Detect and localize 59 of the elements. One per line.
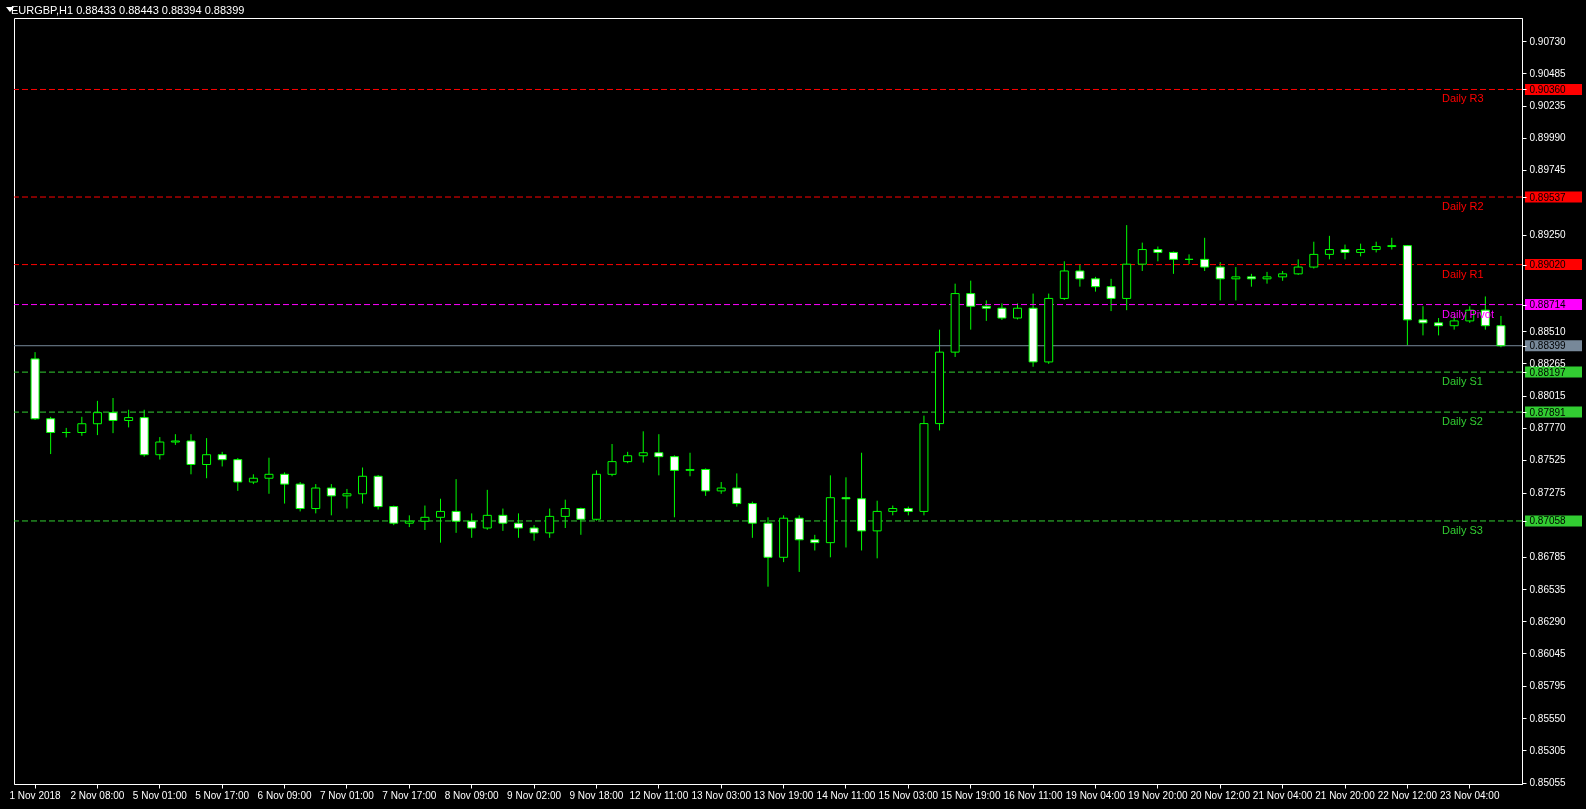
y-tick-label: 0.89250	[1529, 229, 1567, 241]
x-tick-label: 12 Nov 11:00	[629, 789, 689, 801]
x-tick-label: 15 Nov 03:00	[878, 789, 939, 801]
y-tick-label: 0.87891	[1529, 406, 1567, 418]
x-tick-label: 13 Nov 03:00	[691, 789, 752, 801]
chart-title: EURGBP,H1 0.88433 0.88443 0.88394 0.88399	[10, 4, 245, 16]
x-tick-label: 1 Nov 2018	[9, 789, 62, 801]
y-tick-label: 0.88015	[1529, 390, 1567, 402]
x-tick-label: 21 Nov 04:00	[1252, 789, 1313, 801]
y-tick-label: 0.85795	[1529, 680, 1567, 692]
ref-line-label: Daily S1	[1442, 375, 1483, 388]
ref-line-label: Daily R3	[1442, 92, 1484, 105]
ref-line-label: Daily R2	[1442, 200, 1484, 213]
y-tick-label: 0.87770	[1529, 422, 1567, 434]
y-tick-label: 0.86535	[1529, 583, 1567, 595]
x-tick-label: 16 Nov 11:00	[1003, 789, 1063, 801]
x-tick-label: 9 Nov 18:00	[569, 789, 624, 801]
ref-line-label: Daily S2	[1442, 415, 1483, 428]
y-tick-label: 0.89990	[1529, 132, 1567, 144]
y-tick-label: 0.86785	[1529, 551, 1567, 563]
ref-line-label: Daily R1	[1442, 267, 1484, 280]
x-tick-label: 15 Nov 19:00	[940, 789, 1001, 801]
x-tick-label: 19 Nov 04:00	[1065, 789, 1126, 801]
y-tick-label: 0.89745	[1529, 164, 1567, 176]
x-tick-label: 14 Nov 11:00	[816, 789, 876, 801]
y-tick-label: 0.89537	[1529, 191, 1567, 203]
y-tick-label: 0.85305	[1529, 744, 1567, 756]
x-tick-label: 20 Nov 12:00	[1190, 789, 1251, 801]
x-tick-label: 6 Nov 09:00	[257, 789, 312, 801]
y-tick-label: 0.90730	[1529, 35, 1567, 47]
x-tick-label: 13 Nov 19:00	[753, 789, 814, 801]
y-tick-label: 0.90235	[1529, 100, 1567, 112]
y-tick-label: 0.88197	[1529, 366, 1567, 378]
x-tick-label: 22 Nov 12:00	[1377, 789, 1438, 801]
x-tick-label: 2 Nov 08:00	[70, 789, 125, 801]
x-tick-label: 23 Nov 04:00	[1440, 789, 1500, 801]
y-tick-label: 0.86045	[1529, 647, 1567, 659]
y-tick-label: 0.88265	[1529, 357, 1567, 369]
y-tick-label: 0.87058	[1529, 515, 1567, 527]
y-tick-label: 0.86290	[1529, 615, 1567, 627]
y-tick-label: 0.88510	[1529, 325, 1567, 337]
x-tick-label: 21 Nov 20:00	[1315, 789, 1376, 801]
x-tick-label: 19 Nov 20:00	[1128, 789, 1189, 801]
y-tick-label: 0.85055	[1529, 777, 1567, 789]
y-tick-label: 0.87525	[1529, 454, 1567, 466]
y-tick-label: 0.88714	[1529, 299, 1567, 311]
y-tick-label: 0.90485	[1529, 67, 1567, 79]
x-tick-label: 7 Nov 01:00	[319, 789, 375, 801]
y-tick-label: 0.87275	[1529, 487, 1567, 499]
x-tick-label: 5 Nov 17:00	[195, 789, 250, 801]
y-tick-label: 0.89020	[1529, 259, 1567, 271]
y-tick-label: 0.90360	[1529, 83, 1567, 95]
x-tick-label: 9 Nov 02:00	[507, 789, 562, 801]
y-tick-label: 0.85550	[1529, 712, 1567, 724]
x-tick-label: 8 Nov 09:00	[444, 789, 500, 801]
ref-line-label: Daily S3	[1442, 523, 1483, 536]
y-tick-label: 0.88399	[1529, 340, 1567, 352]
x-tick-label: 7 Nov 17:00	[382, 789, 437, 801]
x-tick-label: 5 Nov 01:00	[132, 789, 188, 801]
